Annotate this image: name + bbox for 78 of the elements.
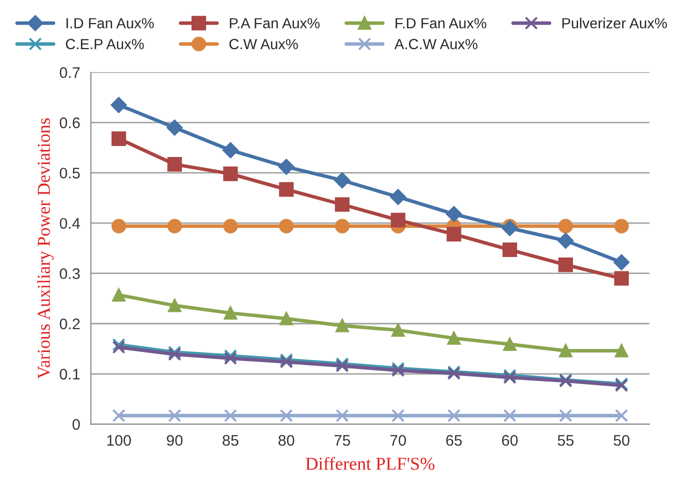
point xyxy=(224,352,238,365)
x-tick-label: 50 xyxy=(614,434,630,446)
y-tick-label: 0.5 xyxy=(60,168,80,179)
point xyxy=(559,409,572,422)
y-tick-label: 0 xyxy=(72,419,80,430)
legend-label: I.D Fan Aux% xyxy=(66,18,154,28)
legend-label: F.D Fan Aux% xyxy=(396,18,486,28)
point xyxy=(614,218,629,234)
point xyxy=(503,409,516,422)
x-tick-label: 75 xyxy=(334,435,350,446)
x-tick-label: 80 xyxy=(278,434,294,446)
point xyxy=(110,97,127,113)
point xyxy=(391,409,405,422)
point xyxy=(336,319,349,332)
point xyxy=(558,218,573,234)
x-tick-label: 60 xyxy=(502,434,518,446)
point xyxy=(278,158,294,175)
x-tick-label: 100 xyxy=(107,434,131,446)
point xyxy=(222,142,238,158)
point xyxy=(112,338,126,352)
point xyxy=(447,409,461,422)
legend-label: P.A Fan Aux% xyxy=(230,18,320,28)
legend-label: C.W Aux% xyxy=(229,38,298,50)
point xyxy=(334,218,350,234)
y-tick-label: 0.2 xyxy=(60,318,80,330)
point xyxy=(279,218,294,234)
point xyxy=(168,409,182,422)
point xyxy=(279,182,294,197)
point xyxy=(391,324,405,337)
point xyxy=(446,206,462,222)
point xyxy=(112,340,126,354)
y-tick-label: 0.7 xyxy=(60,67,80,78)
point xyxy=(334,172,350,188)
point xyxy=(111,131,126,146)
point xyxy=(280,409,293,422)
point xyxy=(334,197,350,212)
point xyxy=(223,166,238,182)
point xyxy=(614,254,630,270)
point xyxy=(280,312,293,326)
x-tick-label: 70 xyxy=(390,434,406,446)
point xyxy=(390,212,406,228)
point xyxy=(614,344,628,358)
point xyxy=(390,189,406,205)
legend-label: Pulverizer Aux% xyxy=(562,18,667,28)
y-tick-label: 0.6 xyxy=(60,117,80,128)
point xyxy=(446,226,462,242)
point xyxy=(614,409,628,422)
point xyxy=(502,242,518,258)
legend-label: A.C.W Aux% xyxy=(394,38,478,50)
point xyxy=(112,409,126,422)
point xyxy=(224,409,238,422)
point xyxy=(224,306,238,320)
x-tick-label: 65 xyxy=(446,434,462,446)
y-axis-title: Various Auxiliary Power Deviations xyxy=(37,118,54,379)
point xyxy=(112,288,126,302)
x-axis-title: Different PLF'S% xyxy=(306,456,434,470)
point xyxy=(447,332,461,345)
y-tick-label: 0.1 xyxy=(60,368,80,380)
point xyxy=(223,218,238,234)
x-tick-label: 85 xyxy=(222,434,238,446)
point xyxy=(558,232,574,249)
point xyxy=(224,349,238,362)
point xyxy=(559,344,572,358)
point xyxy=(558,258,573,272)
point xyxy=(168,298,182,312)
point xyxy=(166,120,183,136)
point xyxy=(167,156,182,172)
x-tick-label: 55 xyxy=(558,435,574,446)
point xyxy=(336,409,349,422)
x-tick-label: 90 xyxy=(166,434,183,446)
y-tick-label: 0.4 xyxy=(60,218,80,229)
point xyxy=(111,218,126,234)
point xyxy=(167,218,182,234)
point xyxy=(503,338,516,351)
legend-label: C.E.P Aux% xyxy=(66,38,144,50)
y-tick-label: 0.3 xyxy=(60,268,80,280)
point xyxy=(502,220,518,236)
point xyxy=(614,271,629,286)
